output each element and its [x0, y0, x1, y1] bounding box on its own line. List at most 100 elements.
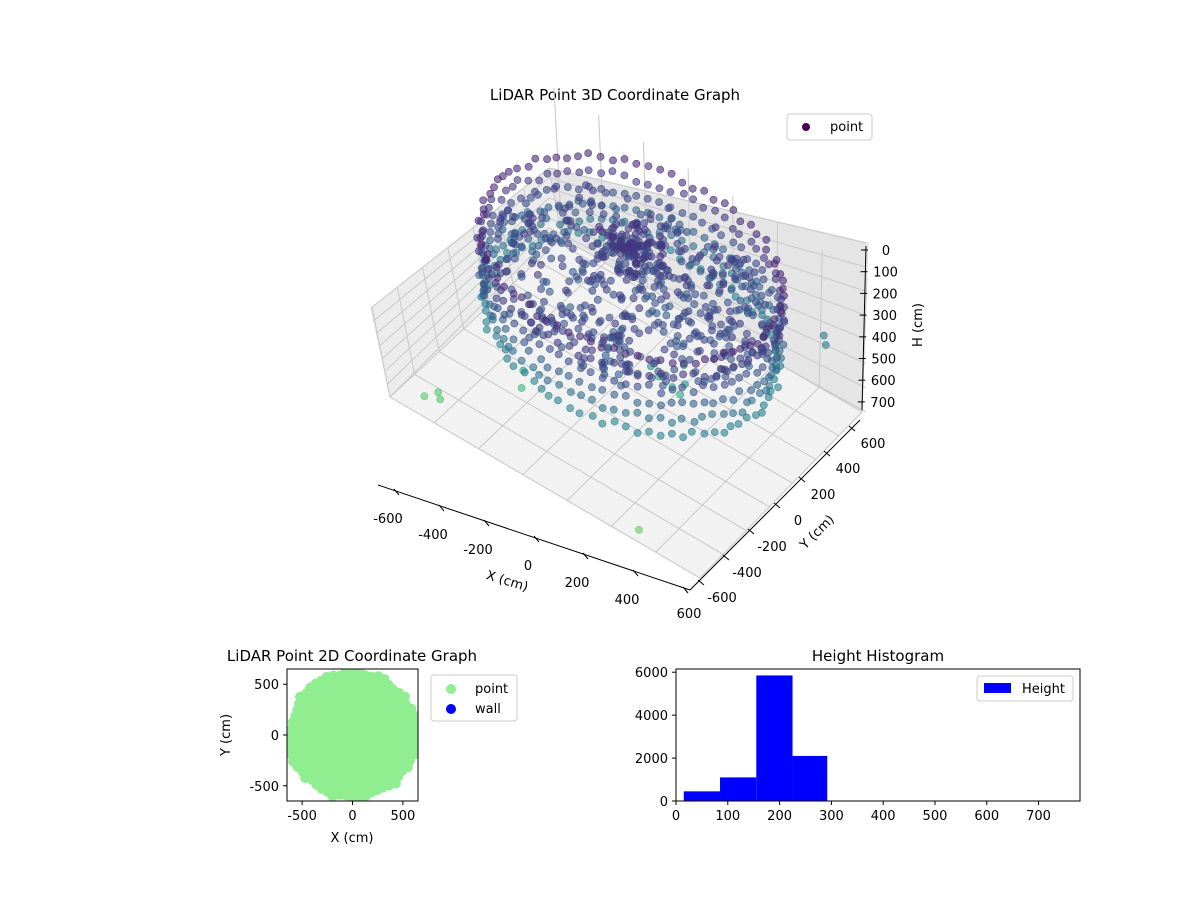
- y-tick-label: 600: [861, 437, 886, 452]
- data-point: [531, 154, 540, 163]
- data-point: [517, 194, 525, 203]
- histogram-title: Height Histogram: [812, 647, 944, 665]
- y-tick-label: -200: [757, 540, 787, 555]
- data-point: [726, 307, 734, 316]
- data-point: [610, 344, 618, 352]
- data-point: [610, 390, 619, 399]
- legend-2d: point wall: [430, 674, 518, 722]
- data-point: [578, 199, 587, 208]
- data-point: [651, 299, 659, 307]
- data-point: [736, 296, 745, 305]
- data-point: [574, 324, 583, 333]
- data-point: [678, 178, 687, 187]
- data-point: [636, 210, 645, 219]
- x-tick-label: 200: [565, 576, 590, 591]
- data-point: [598, 386, 607, 394]
- data-point: [493, 304, 502, 312]
- data-point: [555, 380, 564, 389]
- data-point: [620, 171, 629, 180]
- z-tick-label: 300: [872, 309, 897, 324]
- data-point: [630, 251, 639, 260]
- data-point: [729, 396, 738, 404]
- point-cloud-area: [290, 672, 415, 798]
- y-tick-label: 400: [836, 462, 861, 477]
- data-point: [660, 345, 669, 354]
- data-point: [530, 377, 539, 385]
- data-point: [535, 340, 544, 348]
- data-point: [768, 286, 776, 294]
- data-point: [555, 367, 563, 376]
- data-point: [509, 289, 518, 298]
- ticks-histogram: 0 100 200 300 400 500 600 700 0 2000 4000 6000: [635, 666, 1051, 824]
- data-point: [633, 408, 642, 417]
- data-point: [744, 356, 753, 364]
- data-point: [568, 244, 577, 253]
- data-point: [659, 261, 667, 270]
- y-tick-mark: [747, 528, 755, 535]
- data-point: [682, 281, 691, 290]
- data-point: [773, 353, 782, 362]
- data-point: [611, 319, 620, 328]
- data-point: [513, 164, 521, 173]
- data-point: [743, 398, 751, 407]
- data-point: [535, 370, 543, 379]
- data-point: [724, 261, 732, 270]
- data-point: [524, 219, 533, 227]
- y-axis-line: [689, 419, 861, 591]
- data-point: [763, 354, 772, 363]
- data-point: [545, 287, 554, 296]
- data-point: [602, 188, 610, 197]
- histogram-bar: [720, 777, 757, 801]
- x-tick-label-hist: 200: [767, 809, 792, 824]
- x-tick-mark: [483, 519, 490, 527]
- data-point: [661, 303, 670, 312]
- x-tick-mark: [393, 488, 400, 496]
- z-tick-label: 0: [882, 244, 890, 259]
- grid-line: [371, 306, 391, 398]
- data-point: [685, 355, 694, 364]
- data-point: [531, 187, 539, 196]
- grid-line: [438, 351, 747, 532]
- z-tick-label: 200: [873, 287, 898, 302]
- x-tick-label: 400: [615, 593, 640, 608]
- data-point: [679, 370, 687, 379]
- y-tick-label: 0: [794, 514, 802, 529]
- data-point: [728, 333, 736, 342]
- data-point: [597, 343, 606, 352]
- data-point: [620, 203, 629, 212]
- data-point: [758, 363, 767, 371]
- data-point: [526, 300, 535, 309]
- data-point: [578, 317, 586, 326]
- data-point: [735, 373, 744, 382]
- data-point: [520, 229, 528, 238]
- x-tick-mark: [582, 552, 589, 560]
- data-point: [621, 312, 630, 320]
- data-point: [517, 384, 526, 392]
- legend-label-point: point: [830, 120, 863, 135]
- data-point: [639, 254, 647, 263]
- data-point: [609, 232, 617, 241]
- x-tick-mark: [682, 586, 689, 594]
- data-point: [582, 181, 590, 190]
- data-point: [749, 311, 757, 320]
- data-point: [729, 347, 737, 356]
- data-point: [674, 288, 682, 297]
- data-point: [575, 185, 583, 194]
- data-point: [609, 156, 617, 165]
- x-tick-label: -600: [373, 512, 403, 527]
- data-point: [717, 231, 725, 240]
- data-point: [696, 309, 705, 318]
- data-point: [575, 193, 584, 202]
- data-point: [709, 195, 718, 204]
- data-point: [588, 383, 596, 392]
- data-point: [477, 240, 486, 249]
- data-point: [596, 152, 605, 161]
- data-point: [609, 332, 618, 341]
- data-point: [632, 177, 641, 186]
- data-point: [719, 349, 728, 357]
- data-point: [720, 199, 729, 208]
- data-point: [484, 264, 493, 273]
- histogram-bar: [792, 755, 828, 801]
- data-point: [553, 169, 561, 178]
- x-tick-label-hist: 400: [871, 809, 896, 824]
